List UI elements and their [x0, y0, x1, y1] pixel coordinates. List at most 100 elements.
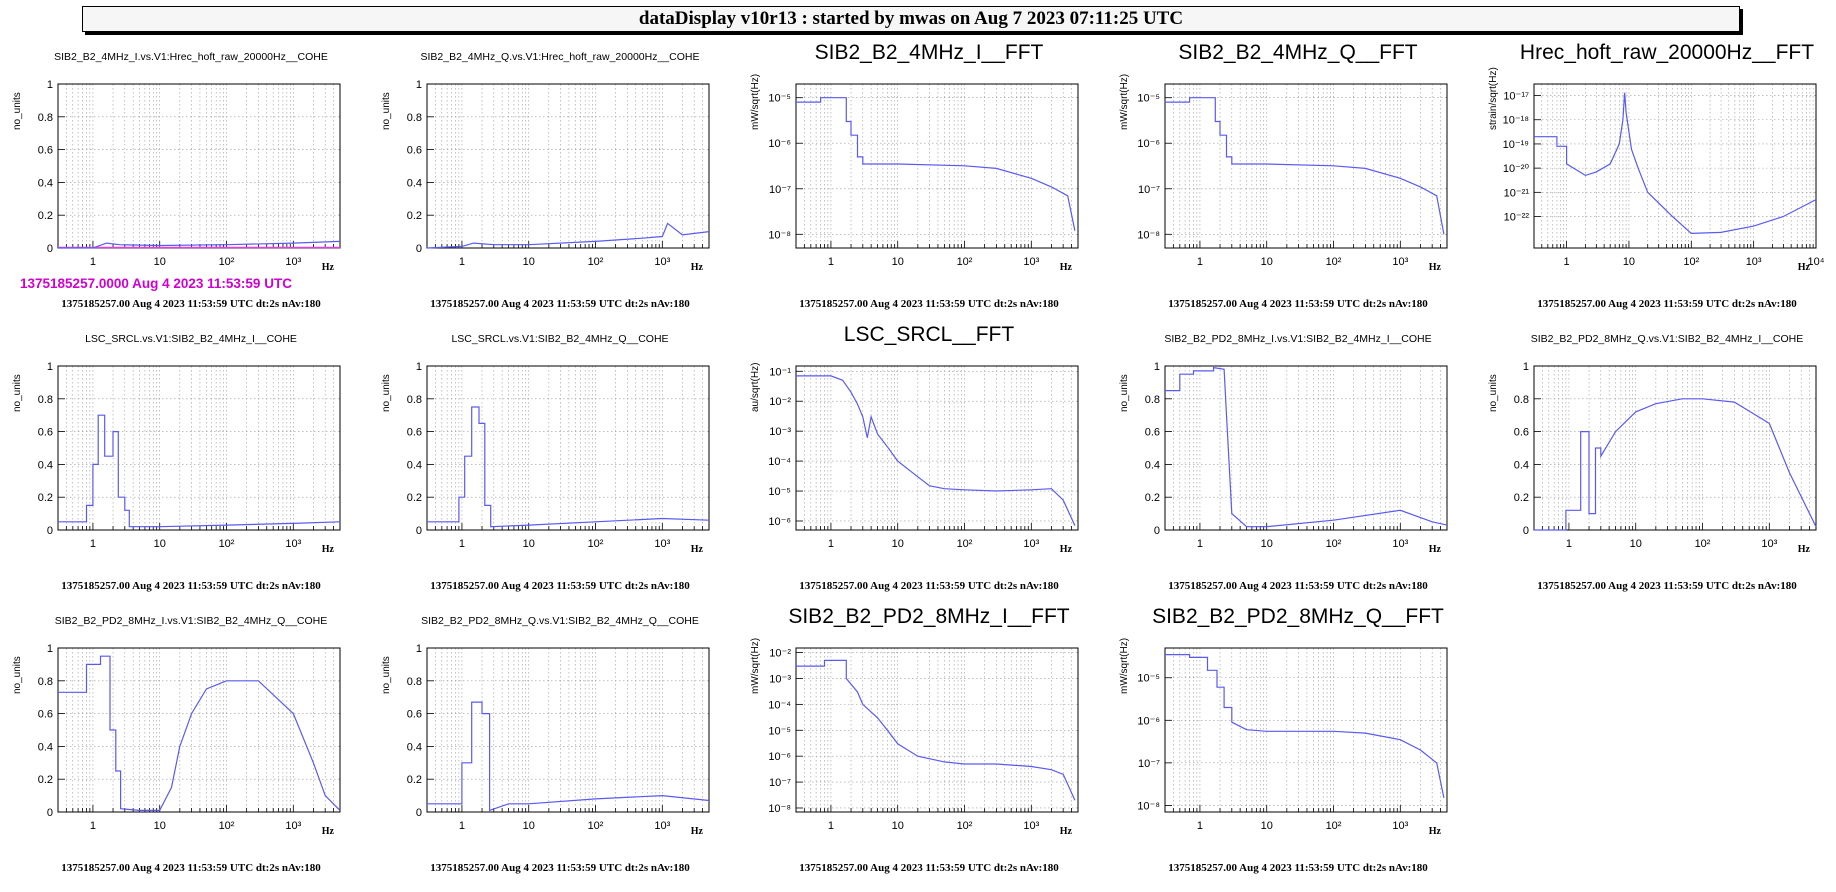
- y-tick-label: 10⁻⁶: [768, 516, 791, 528]
- series-line: [796, 97, 1076, 231]
- plot-frame: [1164, 647, 1448, 813]
- timestamp-footer: 1375185257.00 Aug 4 2023 11:53:59 UTC dt…: [61, 298, 321, 310]
- y-tick-label: 0: [1523, 525, 1529, 537]
- y-tick-label: 0.4: [407, 177, 422, 189]
- chart-title: SIB2_B2_PD2_8MHz_I.vs.V1:SIB2_B2_4MHz_Q_…: [54, 615, 328, 627]
- chart-title: SIB2_B2_4MHz_Q.vs.V1:Hrec_hoft_raw_20000…: [420, 51, 700, 63]
- y-tick-label: 1: [47, 79, 53, 91]
- chart-panel: SIB2_B2_PD2_8MHz_Q.vs.V1:SIB2_B2_4MHz_I_…: [1484, 330, 1836, 610]
- timestamp-footer: 1375185257.00 Aug 4 2023 11:53:59 UTC dt…: [1537, 298, 1797, 310]
- plot-area: 1 10 10² 10³ 0 0.2 0.4 0.6 0.8 1 Hz: [407, 79, 710, 273]
- y-tick-label: 10⁻³: [769, 426, 791, 438]
- x-tick-label: 10³: [654, 538, 670, 550]
- plot-frame: [1533, 83, 1817, 249]
- x-tick-label: 10: [154, 820, 166, 832]
- x-unit-label: Hz: [1060, 544, 1073, 555]
- x-tick-label: 1: [828, 538, 834, 550]
- x-tick-label: 10²: [1326, 538, 1342, 550]
- grid: [426, 365, 710, 531]
- timestamp-footer: 1375185257.00 Aug 4 2023 11:53:59 UTC dt…: [1168, 298, 1428, 310]
- y-tick-label: 0.8: [407, 112, 422, 124]
- y-tick-label: 1: [47, 643, 53, 655]
- y-tick-label: 10⁻⁴: [768, 456, 791, 468]
- y-tick-label: 10⁻²²: [1504, 212, 1530, 224]
- timestamp-footer: 1375185257.00 Aug 4 2023 11:53:59 UTC dt…: [430, 862, 690, 874]
- chart-panel: SIB2_B2_4MHz_I.vs.V1:Hrec_hoft_raw_20000…: [8, 48, 374, 328]
- y-tick-label: 1: [47, 361, 53, 373]
- chart-panel: SIB2_B2_4MHz_Q.vs.V1:Hrec_hoft_raw_20000…: [377, 48, 743, 328]
- timestamp-footer: 1375185257.00 Aug 4 2023 11:53:59 UTC dt…: [430, 580, 690, 592]
- y-tick-label: 0.8: [407, 676, 422, 688]
- x-tick-label: 10⁴: [1808, 256, 1825, 268]
- y-tick-label: 10⁻⁸: [768, 229, 791, 241]
- plot-frame: [57, 83, 341, 249]
- chart-panel: SIB2_B2_4MHz_Q__FFT mW/sqrt(Hz) 1 10 10² 10³ 1…: [1115, 41, 1481, 328]
- x-unit-label: Hz: [1798, 544, 1811, 555]
- x-tick-label: 10²: [219, 256, 235, 268]
- y-tick-label: 0.6: [38, 145, 53, 157]
- y-tick-label: 10⁻⁸: [768, 803, 791, 815]
- timestamp-footer: 1375185257.00 Aug 4 2023 11:53:59 UTC dt…: [61, 862, 321, 874]
- x-tick-label: 10³: [285, 820, 301, 832]
- x-tick-label: 10: [892, 820, 904, 832]
- plot-frame: [795, 365, 1079, 531]
- x-tick-label: 1: [90, 538, 96, 550]
- x-tick-label: 10³: [1023, 820, 1039, 832]
- x-tick-label: 10²: [588, 538, 604, 550]
- y-tick-label: 0: [47, 243, 53, 255]
- y-tick-label: 10⁻¹⁹: [1503, 139, 1529, 151]
- x-tick-label: 10: [1623, 256, 1635, 268]
- x-tick-label: 10²: [957, 538, 973, 550]
- y-tick-label: 10⁻²¹: [1504, 187, 1530, 199]
- y-tick-label: 10⁻¹⁸: [1503, 115, 1529, 127]
- series-line: [796, 659, 1076, 801]
- y-tick-label: 0.4: [38, 741, 53, 753]
- plot-frame: [57, 647, 341, 813]
- y-tick-label: 10⁻⁸: [1137, 800, 1160, 812]
- y-tick-label: 1: [416, 643, 422, 655]
- plot-area: 1 10 10² 10³ 10⁻⁶ 10⁻⁵ 10⁻⁴ 10⁻³ 10⁻² 10⁻¹ Hz: [768, 365, 1079, 555]
- plot-area: 1 10 10² 10³ 10⁻⁸ 10⁻⁷ 10⁻⁶ 10⁻⁵ Hz: [768, 83, 1079, 273]
- x-unit-label: Hz: [1060, 262, 1073, 273]
- chart-title: SIB2_B2_4MHz_I__FFT: [814, 41, 1044, 64]
- series-line: [1165, 366, 1448, 528]
- x-tick-label: 10³: [1746, 256, 1762, 268]
- y-tick-label: 0.4: [407, 741, 422, 753]
- timestamp-footer: 1375185257.00 Aug 4 2023 11:53:59 UTC dt…: [799, 580, 1059, 592]
- plot-area: 1 10 10² 10³ 10⁴ 10⁻²² 10⁻²¹ 10⁻²⁰ 10⁻¹⁹ 10⁻¹⁸ 10⁻…: [1503, 83, 1825, 273]
- y-tick-label: 0.8: [407, 394, 422, 406]
- grid: [1533, 84, 1817, 248]
- y-tick-label: 0: [416, 243, 422, 255]
- x-tick-label: 10: [523, 820, 535, 832]
- y-tick-label: 0.6: [1514, 427, 1529, 439]
- chart-title: SIB2_B2_PD2_8MHz_Q.vs.V1:SIB2_B2_4MHz_I_…: [1530, 333, 1804, 345]
- y-tick-label: 10⁻⁵: [1137, 93, 1160, 105]
- plot-frame: [426, 83, 710, 249]
- x-tick-label: 1: [459, 256, 465, 268]
- plot-frame: [795, 647, 1079, 813]
- grid: [1533, 365, 1817, 531]
- series-line: [427, 701, 710, 812]
- chart-panel: SIB2_B2_PD2_8MHz_Q.vs.V1:SIB2_B2_4MHz_Q_…: [377, 612, 743, 892]
- chart-title: SIB2_B2_PD2_8MHz_I.vs.V1:SIB2_B2_4MHz_I_…: [1164, 333, 1432, 345]
- plot-area: 1 10 10² 10³ 10⁻⁸ 10⁻⁷ 10⁻⁶ 10⁻⁵ Hz: [1137, 83, 1448, 273]
- chart-panel: SIB2_B2_PD2_8MHz_Q__FFT mW/sqrt(Hz) 1 10 10²…: [1115, 605, 1481, 892]
- chart-title: LSC_SRCL__FFT: [843, 323, 1015, 346]
- y-tick-label: 0.4: [38, 459, 53, 471]
- y-tick-label: 10⁻³: [769, 673, 791, 685]
- y-tick-label: 1: [416, 361, 422, 373]
- x-unit-label: Hz: [691, 262, 704, 273]
- x-tick-label: 1: [1564, 256, 1570, 268]
- chart-title: SIB2_B2_4MHz_I.vs.V1:Hrec_hoft_raw_20000…: [54, 51, 328, 63]
- banner: dataDisplay v10r13 : started by mwas on …: [82, 6, 1740, 32]
- x-tick-label: 10³: [654, 256, 670, 268]
- x-tick-label: 10: [154, 256, 166, 268]
- y-tick-label: 0: [1154, 525, 1160, 537]
- series-line: [426, 222, 710, 249]
- grid: [1164, 365, 1448, 531]
- x-tick-label: 1: [1197, 538, 1203, 550]
- chart-title: SIB2_B2_PD2_8MHz_Q.vs.V1:SIB2_B2_4MHz_Q_…: [421, 615, 699, 627]
- y-tick-label: 0.2: [38, 210, 53, 222]
- y-tick-label: 10⁻⁷: [1138, 184, 1160, 196]
- y-tick-label: 0.8: [1145, 394, 1160, 406]
